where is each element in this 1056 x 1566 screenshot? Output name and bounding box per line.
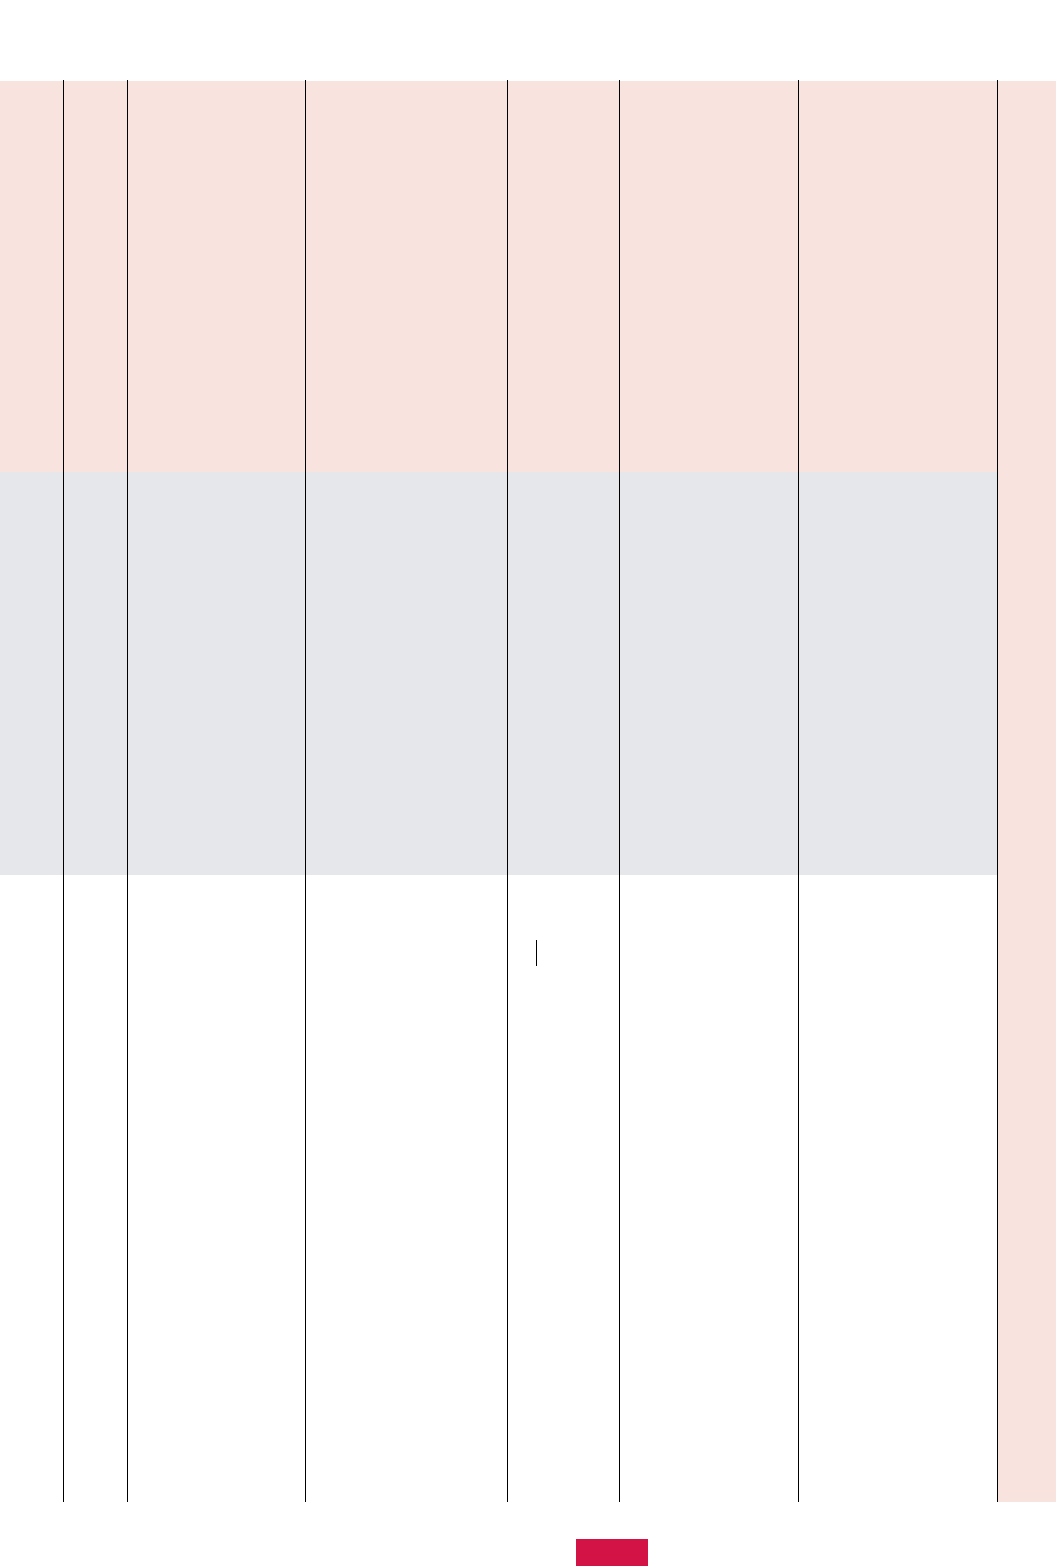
column-divider [127,80,128,1502]
column-divider [63,80,64,1502]
right-side-strip [998,81,1056,1502]
header-band [0,81,998,472]
column-divider [305,80,306,1502]
column-divider [619,80,620,1502]
accent-button[interactable] [576,1539,648,1566]
highlighted-row-band [0,472,998,875]
column-divider [798,80,799,1502]
column-divider [997,80,998,1502]
column-divider [507,80,508,1502]
text-cursor[interactable] [536,940,537,966]
